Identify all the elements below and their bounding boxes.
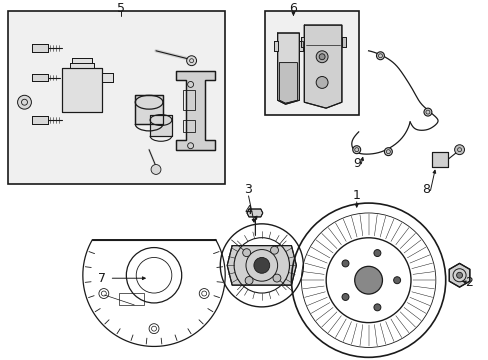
Text: 9: 9 xyxy=(352,157,360,170)
Polygon shape xyxy=(175,71,215,150)
Circle shape xyxy=(341,260,348,267)
Bar xyxy=(183,90,194,110)
Text: 5: 5 xyxy=(117,2,125,15)
Circle shape xyxy=(352,146,360,154)
Text: 6: 6 xyxy=(289,2,297,15)
Polygon shape xyxy=(102,73,113,82)
Polygon shape xyxy=(150,115,171,136)
Circle shape xyxy=(18,95,31,109)
Text: 4: 4 xyxy=(244,204,251,217)
Circle shape xyxy=(186,56,196,66)
Circle shape xyxy=(354,266,382,294)
Circle shape xyxy=(316,77,327,88)
Polygon shape xyxy=(341,37,345,47)
Polygon shape xyxy=(32,73,48,81)
Circle shape xyxy=(341,293,348,301)
Text: 1: 1 xyxy=(352,189,360,202)
Circle shape xyxy=(242,249,250,257)
Polygon shape xyxy=(32,116,48,124)
Circle shape xyxy=(423,108,431,116)
Text: 7: 7 xyxy=(98,272,105,285)
Polygon shape xyxy=(431,152,447,167)
Circle shape xyxy=(373,249,380,257)
Circle shape xyxy=(376,52,384,60)
Polygon shape xyxy=(135,95,163,124)
Bar xyxy=(8,11,225,184)
Circle shape xyxy=(253,257,269,273)
Circle shape xyxy=(316,51,327,63)
Polygon shape xyxy=(277,33,299,104)
Circle shape xyxy=(393,277,400,284)
Circle shape xyxy=(454,145,464,155)
Bar xyxy=(119,293,144,305)
Polygon shape xyxy=(301,37,304,47)
Circle shape xyxy=(384,148,391,156)
Circle shape xyxy=(319,54,325,60)
Polygon shape xyxy=(62,68,102,112)
Circle shape xyxy=(244,276,252,284)
Polygon shape xyxy=(227,246,296,285)
Polygon shape xyxy=(273,41,277,51)
Circle shape xyxy=(151,165,161,174)
Circle shape xyxy=(272,274,280,282)
Polygon shape xyxy=(72,58,92,63)
Polygon shape xyxy=(246,209,262,217)
Text: 3: 3 xyxy=(244,183,251,196)
Polygon shape xyxy=(70,63,94,68)
Polygon shape xyxy=(304,25,341,108)
Polygon shape xyxy=(448,264,469,287)
Polygon shape xyxy=(299,41,303,51)
Text: 8: 8 xyxy=(421,183,429,196)
Bar xyxy=(183,120,194,132)
Circle shape xyxy=(270,246,278,254)
Bar xyxy=(264,11,358,115)
Circle shape xyxy=(373,304,380,311)
Circle shape xyxy=(456,272,462,278)
Polygon shape xyxy=(279,63,297,103)
Text: 2: 2 xyxy=(465,276,472,289)
Polygon shape xyxy=(32,44,48,52)
